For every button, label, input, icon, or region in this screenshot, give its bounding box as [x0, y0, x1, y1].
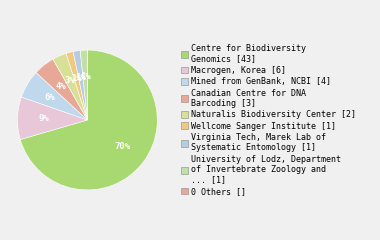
- Wedge shape: [53, 53, 87, 120]
- Text: 4%: 4%: [55, 82, 66, 90]
- Wedge shape: [17, 97, 87, 139]
- Legend: Centre for Biodiversity
Genomics [43], Macrogen, Korea [6], Mined from GenBank, : Centre for Biodiversity Genomics [43], M…: [179, 42, 358, 198]
- Text: 1%: 1%: [80, 72, 90, 81]
- Wedge shape: [36, 59, 87, 120]
- Text: 9%: 9%: [39, 114, 49, 123]
- Wedge shape: [66, 52, 87, 120]
- Text: 1%: 1%: [75, 73, 86, 82]
- Wedge shape: [73, 50, 87, 120]
- Text: 6%: 6%: [45, 93, 55, 102]
- Text: 1%: 1%: [71, 74, 82, 83]
- Wedge shape: [80, 50, 87, 120]
- Wedge shape: [21, 72, 87, 120]
- Text: 70%: 70%: [114, 142, 130, 150]
- Text: 3%: 3%: [65, 76, 75, 85]
- Wedge shape: [20, 50, 157, 190]
